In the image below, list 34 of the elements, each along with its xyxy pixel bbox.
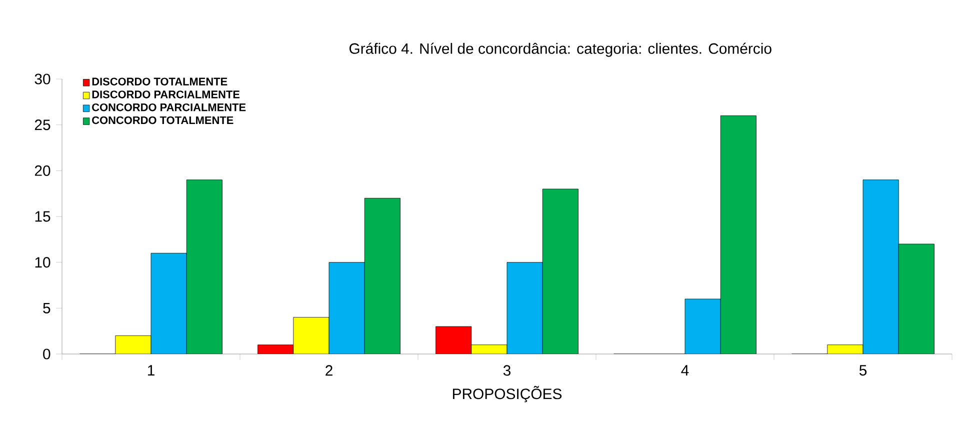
y-tick-label: 20: [34, 165, 50, 176]
legend-label: DISCORDO PARCIALMENTE: [92, 90, 240, 98]
bar: [364, 198, 400, 354]
y-tick-label: 25: [34, 120, 50, 130]
bar: [827, 344, 864, 354]
legend-label: DISCORDO TOTALMENTE: [92, 78, 228, 86]
x-tick-label: 4: [681, 365, 689, 376]
bar: [150, 252, 187, 354]
bar: [898, 244, 934, 354]
bar: [862, 180, 899, 354]
x-tick-label: 3: [503, 365, 511, 376]
y-tick-label: 10: [35, 257, 50, 268]
chart-title: Gráfico 4. Nível de concordância: categoria: clientes. Comércio: [349, 42, 772, 57]
y-tick-label: 30: [34, 74, 50, 84]
y-tick-label: 0: [43, 348, 50, 360]
bar: [720, 115, 756, 354]
legend-label: CONCORDO PARCIALMENTE: [92, 103, 246, 112]
x-axis-title: PROPOSIÇÕES: [453, 386, 562, 402]
legend-label: CONCORDO TOTALMENTE: [92, 116, 234, 124]
bar: [186, 180, 222, 354]
bar: [684, 298, 721, 354]
bar: [115, 335, 152, 354]
bar: [506, 262, 543, 354]
bar: [542, 188, 578, 354]
bar: [436, 326, 472, 354]
y-tick-label: 5: [43, 302, 50, 314]
bar: [328, 262, 365, 354]
bar: [258, 344, 294, 354]
bar: [471, 344, 508, 354]
x-tick-label: 1: [148, 365, 154, 376]
bar: [293, 317, 330, 354]
y-tick-label: 15: [35, 211, 50, 222]
x-tick-label: 5: [859, 365, 867, 376]
x-tick-label: 2: [326, 365, 332, 376]
